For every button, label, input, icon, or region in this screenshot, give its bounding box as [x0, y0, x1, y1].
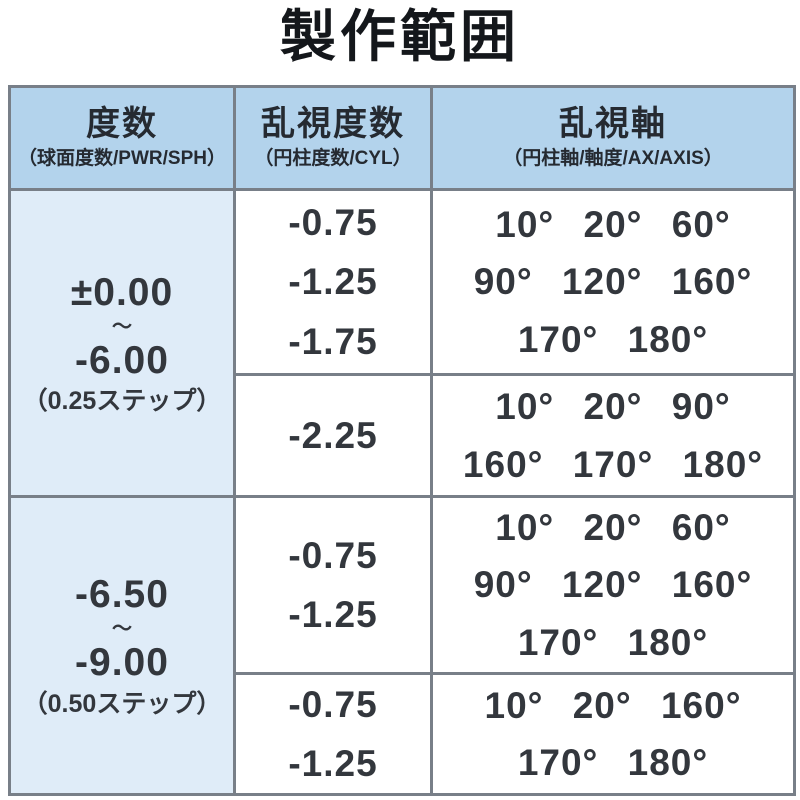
header-axis-label: 乱視軸 — [559, 105, 667, 144]
header-cylinder-sublabel: （円柱度数/CYL） — [254, 148, 412, 170]
power-to: -9.00 — [75, 641, 169, 685]
tilde: 〜 — [112, 315, 132, 338]
axis-values-cell: 10° 20° 90° 160° 170° 180° — [430, 373, 796, 498]
header-row: 度数 （球面度数/PWR/SPH） 乱視度数 （円柱度数/CYL） 乱視軸 （円… — [8, 85, 796, 191]
power-step: （0.50ステップ） — [22, 689, 222, 718]
axis-values-cell: 10° 20° 160° 170° 180° — [430, 671, 796, 797]
cyl-values-cell: -0.75 -1.25 -1.75 — [233, 188, 433, 376]
power-to: -6.00 — [75, 338, 169, 382]
axis-values-cell: 10° 20° 60° 90° 120° 160° 170° 180° — [430, 188, 796, 376]
header-cylinder: 乱視度数 （円柱度数/CYL） — [233, 85, 433, 191]
table-row: -6.50 〜 -9.00 （0.50ステップ） -0.75 -1.25 10° … — [8, 494, 796, 797]
axis-values-cell: 10° 20° 60° 90° 120° 160° 170° 180° — [430, 495, 796, 675]
header-cylinder-label: 乱視度数 — [261, 105, 405, 144]
cyl-values-cell: -2.25 — [233, 373, 433, 498]
power-range-cell-1: ±0.00 〜 -6.00 （0.25ステップ） — [8, 188, 236, 498]
power-range-cell-2: -6.50 〜 -9.00 （0.50ステップ） — [8, 494, 236, 797]
page-title: 製作範囲 — [280, 5, 520, 68]
power-step: （0.25ステップ） — [22, 387, 222, 416]
cyl-values-cell: -0.75 -1.25 — [233, 495, 433, 675]
table-row: -0.75 -1.25 10° 20° 160° 170° 180° — [10, 671, 796, 797]
header-power-label: 度数 — [86, 105, 158, 144]
production-range-table: 度数 （球面度数/PWR/SPH） 乱視度数 （円柱度数/CYL） 乱視軸 （円… — [8, 85, 796, 797]
power-from: -6.50 — [75, 573, 169, 617]
power-from: ±0.00 — [70, 270, 174, 314]
table-row: ±0.00 〜 -6.00 （0.25ステップ） -0.75 -1.25 -1.75… — [8, 188, 796, 498]
header-axis-sublabel: （円柱軸/軸度/AX/AXIS） — [503, 148, 723, 170]
header-power-sublabel: （球面度数/PWR/SPH） — [18, 148, 226, 170]
tilde: 〜 — [112, 618, 132, 641]
table-row: -2.25 10° 20° 90° 160° 170° 180° — [10, 373, 796, 498]
header-axis: 乱視軸 （円柱軸/軸度/AX/AXIS） — [430, 85, 796, 191]
header-power: 度数 （球面度数/PWR/SPH） — [8, 85, 236, 191]
cyl-values-cell: -0.75 -1.25 — [233, 671, 433, 797]
